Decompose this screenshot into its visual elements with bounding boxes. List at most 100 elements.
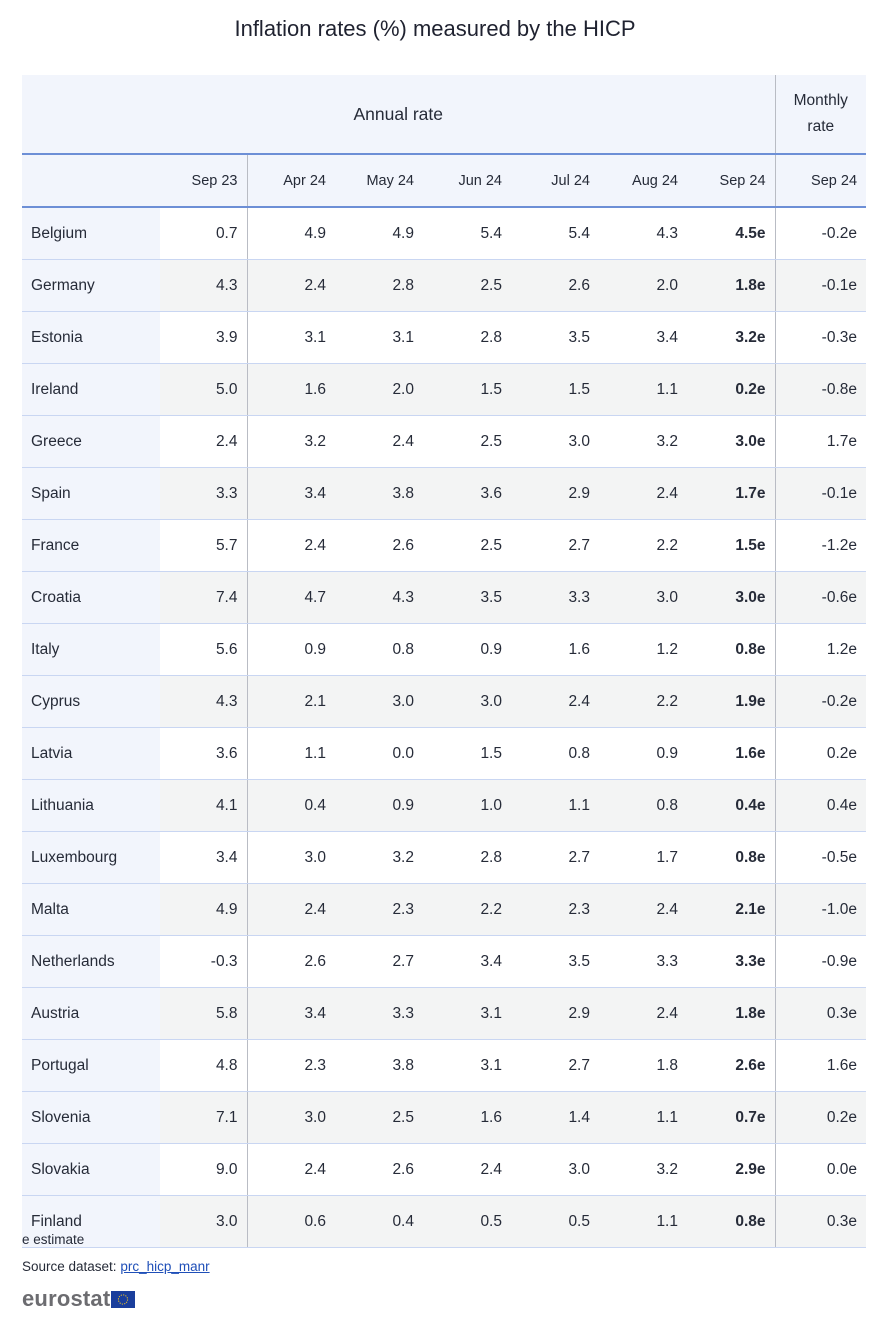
page-title: Inflation rates (%) measured by the HICP [234,16,636,41]
cell-sep24-monthly: -1.0e [774,883,867,936]
cell-jun24: 2.5 [423,519,511,572]
cell-sep24-annual: 1.7e [687,467,776,520]
cell-jul24: 2.7 [511,1039,599,1092]
source-line: Source dataset: prc_hicp_manr [22,1259,210,1274]
header-monthly-line1: Monthly [793,92,848,109]
table-body: Belgium 0.7 4.9 4.9 5.4 5.4 4.3 4.5e -0.2e German… [22,207,867,1248]
cell-aug24: 0.9 [599,727,687,780]
country-name: Germany [22,259,160,312]
cell-jun24: 0.5 [423,1195,511,1248]
cell-sep23: 3.6 [160,727,248,780]
table-row: Latvia 3.6 1.1 0.0 1.5 0.8 0.9 1.6e 0.2e [22,727,867,780]
table-row: France 5.7 2.4 2.6 2.5 2.7 2.2 1.5e -1.2e [22,519,867,572]
table-row: Portugal 4.8 2.3 3.8 3.1 2.7 1.8 2.6e 1.6e [22,1039,867,1092]
cell-sep23: 3.4 [160,831,248,884]
cell-apr24: 1.1 [247,727,335,780]
cell-sep23: 7.4 [160,571,248,624]
country-name: Croatia [22,571,160,624]
cell-sep23: 9.0 [160,1143,248,1196]
cell-sep24-monthly: 1.6e [774,1039,867,1092]
cell-apr24: 0.6 [247,1195,335,1248]
cell-jul24: 2.9 [511,467,599,520]
country-name: Luxembourg [22,831,160,884]
table-row: Germany 4.3 2.4 2.8 2.5 2.6 2.0 1.8e -0.1e [22,259,867,312]
country-name: Austria [22,987,160,1040]
cell-sep23: 5.6 [160,623,248,676]
inflation-table: Annual rate Monthly rate Sep 23 Apr 24 M… [22,75,867,1248]
cell-aug24: 3.2 [599,1143,687,1196]
cell-aug24: 1.7 [599,831,687,884]
cell-jun24: 3.1 [423,1039,511,1092]
cell-sep23: 2.4 [160,415,248,468]
table-row: Spain 3.3 3.4 3.8 3.6 2.9 2.4 1.7e -0.1e [22,467,867,520]
cell-jul24: 5.4 [511,207,599,260]
cell-apr24: 4.9 [247,207,335,260]
table-row: Lithuania 4.1 0.4 0.9 1.0 1.1 0.8 0.4e 0.4e [22,779,867,832]
cell-apr24: 3.0 [247,831,335,884]
cell-may24: 2.6 [335,1143,423,1196]
cell-apr24: 2.4 [247,519,335,572]
cell-jun24: 2.5 [423,259,511,312]
cell-jul24: 2.7 [511,831,599,884]
cell-sep24-monthly: 0.3e [774,1195,867,1248]
cell-jul24: 2.9 [511,987,599,1040]
col-header-may24: May 24 [335,154,423,208]
cell-aug24: 2.4 [599,987,687,1040]
cell-sep24-annual: 4.5e [687,207,776,260]
cell-aug24: 0.8 [599,779,687,832]
cell-jul24: 3.0 [511,1143,599,1196]
cell-jun24: 3.5 [423,571,511,624]
cell-apr24: 3.0 [247,1091,335,1144]
cell-sep24-monthly: -0.3e [774,311,867,364]
cell-jul24: 3.5 [511,935,599,988]
cell-may24: 2.7 [335,935,423,988]
country-name: Netherlands [22,935,160,988]
cell-may24: 2.4 [335,415,423,468]
cell-jun24: 2.8 [423,831,511,884]
cell-sep24-monthly: 0.2e [774,1091,867,1144]
source-dataset-link[interactable]: prc_hicp_manr [120,1259,210,1274]
cell-sep24-annual: 3.2e [687,311,776,364]
cell-sep24-monthly: -0.6e [774,571,867,624]
country-name: Cyprus [22,675,160,728]
cell-aug24: 1.1 [599,1091,687,1144]
cell-aug24: 1.8 [599,1039,687,1092]
table-row: Malta 4.9 2.4 2.3 2.2 2.3 2.4 2.1e -1.0e [22,883,867,936]
cell-sep24-monthly: -0.5e [774,831,867,884]
cell-may24: 3.8 [335,467,423,520]
cell-apr24: 2.1 [247,675,335,728]
table-row: Belgium 0.7 4.9 4.9 5.4 5.4 4.3 4.5e -0.2e [22,207,867,260]
cell-sep24-monthly: 0.4e [774,779,867,832]
cell-sep24-monthly: 0.3e [774,987,867,1040]
cell-jul24: 0.5 [511,1195,599,1248]
cell-apr24: 2.4 [247,883,335,936]
cell-sep24-annual: 3.0e [687,415,776,468]
country-name: Lithuania [22,779,160,832]
header-group-row: Annual rate Monthly rate [22,75,867,155]
cell-may24: 2.0 [335,363,423,416]
cell-sep24-monthly: -0.2e [774,207,867,260]
cell-sep23: 5.7 [160,519,248,572]
cell-aug24: 1.1 [599,363,687,416]
header-country-blank [22,154,160,208]
cell-sep24-annual: 1.9e [687,675,776,728]
cell-sep24-annual: 3.0e [687,571,776,624]
col-header-sep24-annual: Sep 24 [687,154,776,208]
cell-jul24: 2.6 [511,259,599,312]
cell-sep23: 0.7 [160,207,248,260]
cell-jun24: 5.4 [423,207,511,260]
table-row: Finland 3.0 0.6 0.4 0.5 0.5 1.1 0.8e 0.3e [22,1195,867,1248]
cell-may24: 0.8 [335,623,423,676]
cell-aug24: 3.4 [599,311,687,364]
estimate-note: e estimate [22,1232,85,1247]
cell-sep23: -0.3 [160,935,248,988]
col-header-aug24: Aug 24 [599,154,687,208]
cell-aug24: 3.0 [599,571,687,624]
cell-may24: 3.3 [335,987,423,1040]
table-row: Estonia 3.9 3.1 3.1 2.8 3.5 3.4 3.2e -0.3e [22,311,867,364]
cell-sep24-monthly: -1.2e [774,519,867,572]
country-name: Spain [22,467,160,520]
table-row: Croatia 7.4 4.7 4.3 3.5 3.3 3.0 3.0e -0.6e [22,571,867,624]
cell-apr24: 1.6 [247,363,335,416]
cell-sep23: 7.1 [160,1091,248,1144]
